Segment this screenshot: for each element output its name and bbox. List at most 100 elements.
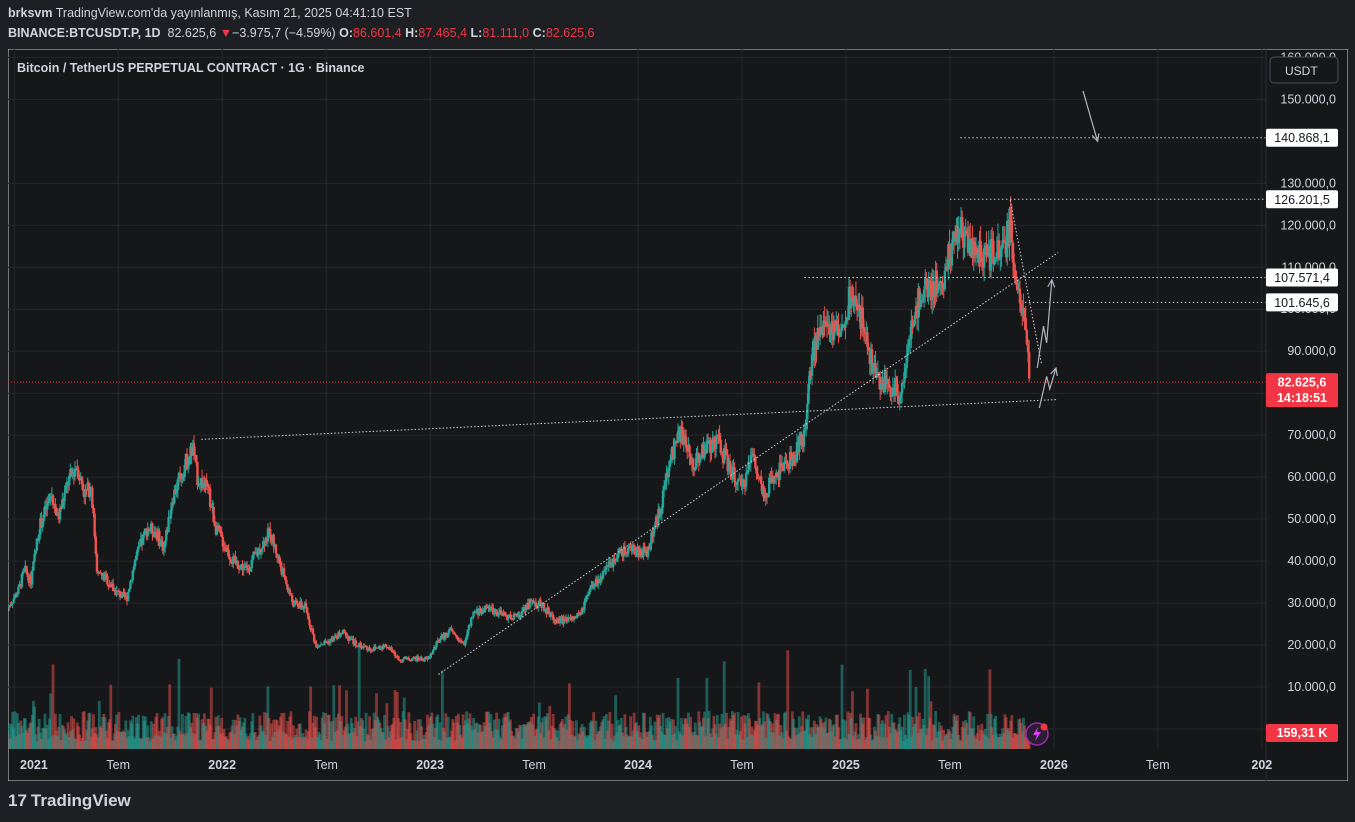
candle (456, 636, 459, 638)
candle (580, 607, 584, 615)
volume-bar (715, 715, 719, 749)
candle (489, 607, 493, 611)
arrow-drawing[interactable] (1038, 367, 1057, 409)
candle (989, 238, 993, 271)
candle (159, 540, 162, 546)
candle (585, 596, 588, 600)
candle (965, 230, 969, 234)
lightning-icon[interactable] (1025, 722, 1049, 746)
candle (493, 610, 496, 615)
volume-bar (497, 718, 501, 749)
volume-bar (733, 712, 737, 749)
volume-bar (986, 713, 989, 749)
volume-bar (972, 716, 976, 749)
volume-bar (532, 713, 536, 749)
candle (913, 315, 917, 325)
symbol[interactable]: BINANCE:BTCUSDT.P, 1D (8, 26, 161, 40)
candle (576, 612, 579, 617)
price-label-tag (1266, 190, 1338, 209)
candle (644, 549, 647, 554)
candle (658, 508, 661, 516)
candle (539, 600, 542, 603)
volume-bar (109, 684, 113, 749)
candle (309, 625, 312, 630)
candle (369, 649, 372, 651)
candle (479, 608, 482, 610)
candle (422, 660, 426, 662)
last-price-header: 82.625,6 (167, 26, 217, 40)
candle (516, 614, 519, 616)
candle (940, 281, 943, 284)
currency-label: USDT (1285, 64, 1318, 78)
countdown-label: 14:18:51 (1277, 391, 1327, 405)
candle (667, 467, 670, 477)
volume-bar (420, 726, 423, 749)
candle (664, 481, 667, 487)
candle (25, 565, 28, 573)
candle (583, 601, 586, 611)
volume-bar (383, 714, 386, 749)
candle (992, 240, 995, 264)
candle (906, 347, 910, 355)
candle (455, 635, 458, 637)
trendline[interactable] (438, 252, 1059, 675)
candle (954, 237, 957, 242)
candle (635, 552, 638, 555)
y-tick-label: 60.000,0 (1287, 470, 1336, 484)
tradingview-logo[interactable]: 17 TradingView (8, 791, 131, 811)
candle (714, 435, 718, 450)
candle (314, 641, 317, 644)
candle (710, 452, 713, 454)
volume-bar (929, 701, 933, 749)
volume-bar (66, 722, 70, 749)
volume-bar (610, 723, 614, 749)
candle (918, 288, 921, 308)
candle (64, 485, 67, 493)
candle (460, 641, 464, 643)
candle (278, 556, 281, 564)
candle (188, 456, 191, 465)
candle (132, 566, 136, 571)
candle (10, 604, 13, 606)
candle (712, 437, 716, 444)
volume-bar (669, 718, 673, 749)
open-label: O: (339, 26, 353, 40)
volume-bar (338, 685, 341, 749)
candle (695, 453, 698, 468)
tv-logo-icon: 17 (8, 791, 27, 810)
candle (444, 632, 448, 638)
candle (867, 347, 870, 350)
candle (519, 615, 523, 618)
candle (220, 531, 223, 538)
candle (850, 296, 853, 309)
volume-bar (519, 725, 523, 749)
candle (783, 461, 786, 471)
low-value: 81.111,0 (482, 26, 530, 40)
candle (652, 528, 655, 537)
volume-bar (431, 723, 435, 749)
candle (506, 616, 510, 620)
tv-brand: TradingView (30, 791, 131, 810)
candle (749, 455, 752, 464)
candle (922, 289, 926, 299)
high-value: 87.465,4 (418, 26, 468, 40)
candle (215, 529, 219, 535)
candle (95, 553, 99, 572)
price-chart[interactable]: 0,010.000,020.000,030.000,040.000,050.00… (8, 49, 1348, 781)
volume-bar (397, 718, 400, 749)
volume-bar (177, 658, 181, 749)
volume-bar (763, 721, 767, 749)
trendline[interactable] (201, 398, 1059, 440)
candle (58, 507, 62, 520)
author[interactable]: brksvm (8, 6, 53, 20)
candle (627, 548, 630, 554)
candle (669, 454, 673, 462)
candle (108, 584, 111, 587)
candle (753, 453, 756, 457)
currency-button[interactable]: USDT (1269, 56, 1339, 84)
arrow-drawing[interactable] (1036, 279, 1053, 369)
arrow-drawing[interactable] (1082, 90, 1099, 142)
candle (288, 589, 292, 595)
candle (219, 531, 222, 533)
candle (858, 304, 861, 310)
